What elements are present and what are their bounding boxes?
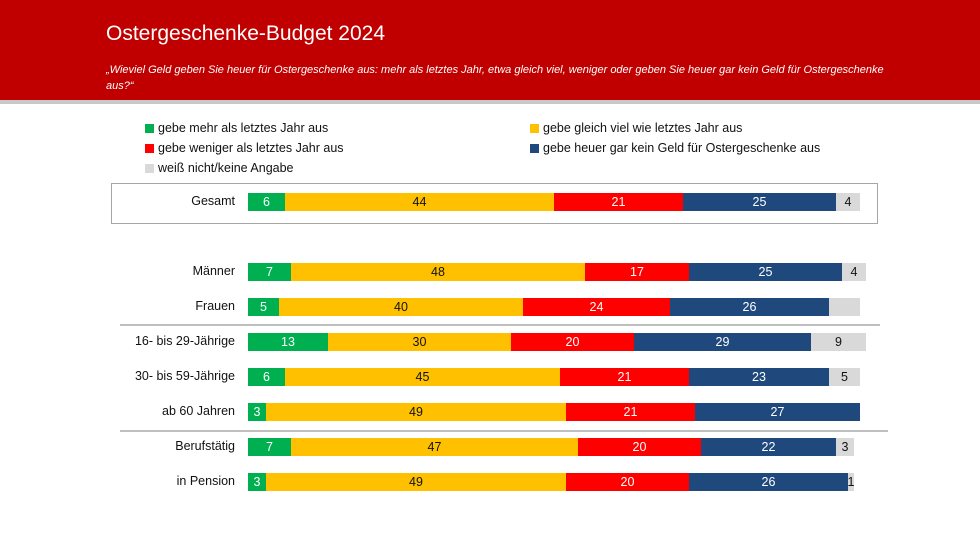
category-label: 30- bis 59-Jährige [134, 369, 235, 383]
legend-item: gebe gleich viel wie letztes Jahr aus [530, 121, 742, 135]
bar-segment: 27 [695, 403, 860, 421]
bar-segment: 6 [248, 368, 285, 386]
bar-segment: 26 [670, 298, 829, 316]
bar-segment: 13 [248, 333, 328, 351]
bar-segment: 45 [285, 368, 560, 386]
legend-item: weiß nicht/keine Angabe [145, 161, 294, 175]
bar-segment: 49 [266, 403, 566, 421]
divider-gender-age [120, 324, 880, 326]
category-label: 16- bis 29-Jährige [134, 334, 235, 348]
category-label: Berufstätig [175, 439, 235, 453]
legend-swatch [145, 123, 154, 133]
legend-label: gebe mehr als letztes Jahr aus [158, 121, 329, 135]
bar-segment: 24 [523, 298, 670, 316]
legend-swatch [145, 163, 154, 173]
bar-segment: 25 [689, 263, 842, 281]
bar-segment: 40 [279, 298, 523, 316]
bar-segment: 21 [554, 193, 683, 211]
legend-swatch [530, 143, 539, 153]
bar-segment: 3 [248, 403, 266, 421]
category-label: in Pension [176, 474, 235, 488]
legend-item: gebe mehr als letztes Jahr aus [145, 121, 328, 135]
bar-segment: 29 [634, 333, 811, 351]
bar-segment: 9 [811, 333, 866, 351]
bar-segment: 30 [328, 333, 511, 351]
chart-title: Ostergeschenke-Budget 2024 [106, 22, 386, 45]
bar-segment: 49 [266, 473, 566, 491]
bar-segment: 3 [248, 473, 266, 491]
bar-segment: 7 [248, 438, 291, 456]
category-label: Frauen [195, 299, 235, 313]
bar-segment: 23 [689, 368, 829, 386]
legend-label: weiß nicht/keine Angabe [158, 161, 294, 175]
bar-segment: 6 [248, 193, 285, 211]
legend-label: gebe heuer gar kein Geld für Ostergesche… [543, 141, 821, 155]
legend-label: gebe weniger als letztes Jahr aus [158, 141, 344, 155]
chart-subtitle: „Wieviel Geld geben Sie heuer für Osterg… [106, 64, 884, 92]
bar-segment: 5 [248, 298, 279, 316]
category-label: Gesamt [191, 194, 235, 208]
bar-segment: 3 [836, 438, 854, 456]
bar-segment: 17 [585, 263, 689, 281]
bar-segment: 1 [847, 473, 855, 491]
category-label: Männer [192, 264, 235, 278]
bar-segment: 20 [511, 333, 634, 351]
bar-segment [829, 298, 860, 316]
header-banner: Ostergeschenke-Budget 2024 „Wieviel Geld… [0, 0, 980, 104]
bar-segment: 21 [566, 403, 695, 421]
category-label: ab 60 Jahren [162, 404, 235, 418]
bar-segment: 48 [291, 263, 585, 281]
bar-segment: 26 [689, 473, 848, 491]
legend-label: gebe gleich viel wie letztes Jahr aus [543, 121, 743, 135]
bar-segment: 21 [560, 368, 689, 386]
legend-item: gebe heuer gar kein Geld für Ostergesche… [530, 141, 820, 155]
legend-swatch [530, 123, 539, 133]
bar-segment: 47 [291, 438, 578, 456]
bar-segment: 5 [829, 368, 860, 386]
bar-segment: 20 [578, 438, 701, 456]
bar-segment: 7 [248, 263, 291, 281]
bar-segment: 4 [836, 193, 860, 211]
divider-age-employment [120, 430, 888, 432]
bar-segment: 44 [285, 193, 554, 211]
bar-segment: 20 [566, 473, 689, 491]
bar-segment: 4 [842, 263, 866, 281]
bar-segment: 22 [701, 438, 836, 456]
legend-swatch [145, 143, 154, 153]
bar-segment: 25 [683, 193, 836, 211]
legend-item: gebe weniger als letztes Jahr aus [145, 141, 344, 155]
gesamt-highlight-box [111, 183, 878, 224]
